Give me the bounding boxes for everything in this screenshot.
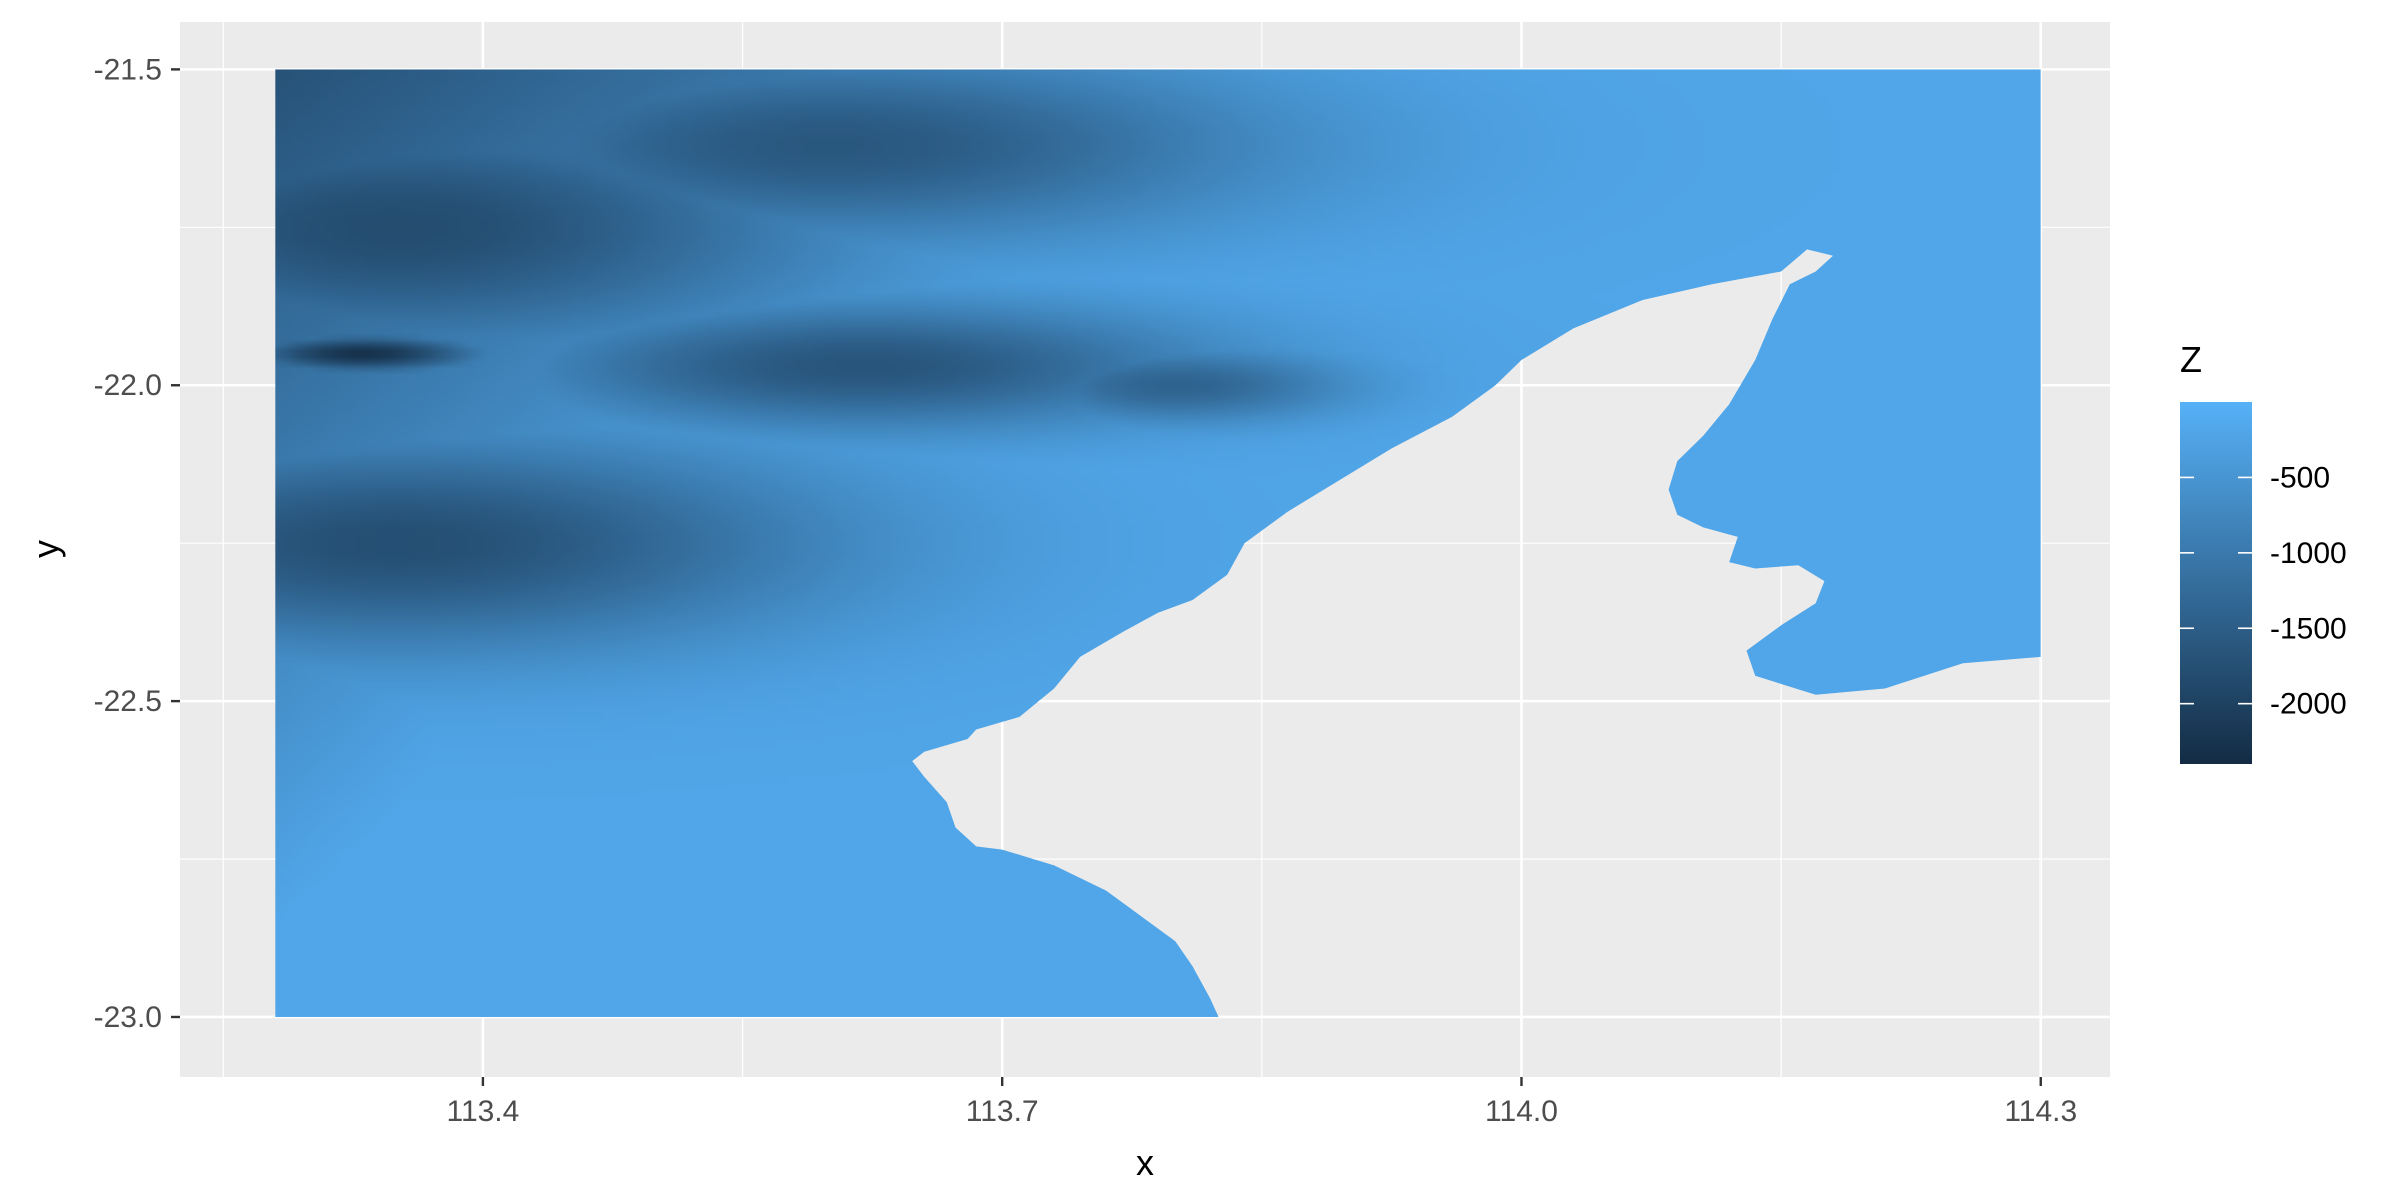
- legend-tick-label: -1500: [2270, 612, 2347, 645]
- x-tick-label: 113.4: [446, 1095, 519, 1128]
- color-legend: Z -500 -1000 -1500 -2000: [2180, 339, 2347, 764]
- x-tick-label: 113.7: [966, 1095, 1039, 1128]
- legend-tick-label: -500: [2270, 461, 2330, 494]
- y-tick-label: -23.0: [94, 1001, 162, 1034]
- y-tick-label: -21.5: [94, 53, 162, 86]
- legend-ticks: -500 -1000 -1500 -2000: [2180, 461, 2347, 721]
- y-tick-label: -22.0: [94, 369, 162, 402]
- legend-title: Z: [2180, 339, 2202, 380]
- y-tick-label: -22.5: [94, 685, 162, 718]
- x-tick-label: 114.0: [1485, 1095, 1558, 1128]
- y-axis-title: y: [25, 540, 66, 558]
- x-tick-label: 114.3: [2004, 1095, 2077, 1128]
- x-axis-ticks: 113.4 113.7 114.0 114.3: [446, 1077, 2077, 1128]
- x-axis-title: x: [1136, 1142, 1154, 1183]
- legend-colorbar: [2180, 402, 2252, 764]
- legend-tick-label: -1000: [2270, 537, 2347, 570]
- legend-tick-label: -2000: [2270, 688, 2347, 721]
- y-axis-ticks: -21.5 -22.0 -22.5 -23.0: [94, 53, 180, 1034]
- land-area: [912, 249, 2041, 1017]
- depth-raster: [275, 69, 2041, 1017]
